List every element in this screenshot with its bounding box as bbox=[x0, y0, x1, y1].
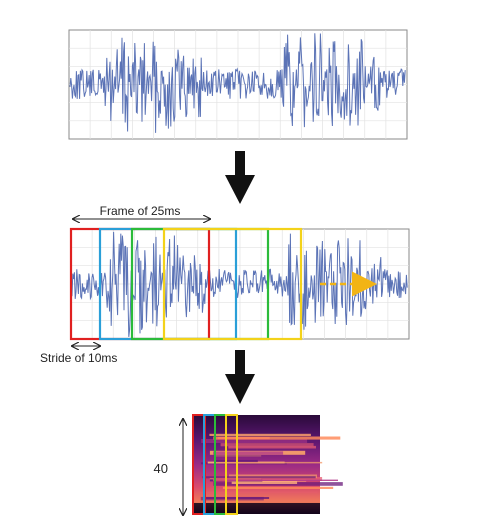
down-arrow-1 bbox=[225, 151, 255, 204]
spectrogram bbox=[192, 414, 343, 515]
waveform-panel-top bbox=[68, 29, 408, 140]
grid-top bbox=[69, 30, 407, 139]
frame-length-annotation: Frame of 25ms bbox=[73, 204, 210, 219]
spectrogram-bands bbox=[192, 433, 343, 514]
spectrogram-band bbox=[226, 479, 338, 481]
feature-count-label: 40 bbox=[154, 461, 168, 476]
spectrogram-band bbox=[213, 477, 323, 481]
waveform-middle bbox=[71, 231, 408, 337]
waveform-top bbox=[69, 33, 406, 133]
spectrogram-band bbox=[199, 491, 318, 493]
spectrogram-band bbox=[201, 439, 308, 443]
frame-label: Frame of 25ms bbox=[100, 204, 181, 218]
spectrogram-band bbox=[215, 455, 262, 457]
waveform-panel-framed bbox=[69, 227, 410, 341]
spectrogram-low-band bbox=[192, 503, 320, 514]
spectrogram-band bbox=[202, 476, 316, 479]
feature-dimension-annotation: 40 bbox=[154, 419, 183, 515]
down-arrow-2 bbox=[225, 350, 255, 404]
feature-column-yellow bbox=[225, 414, 238, 515]
spectrogram-band bbox=[215, 461, 323, 464]
frame-yellow bbox=[162, 227, 303, 341]
spectrogram-band bbox=[231, 480, 298, 484]
spectrogram-band bbox=[228, 445, 316, 449]
spectrogram-band bbox=[213, 436, 341, 440]
stride-annotation: Stride of 10ms bbox=[40, 346, 117, 365]
spectrogram-band bbox=[220, 443, 314, 447]
spectrogram-band bbox=[209, 433, 311, 436]
spectrogram-band bbox=[222, 486, 334, 489]
stride-label: Stride of 10ms bbox=[40, 351, 117, 365]
spectrogram-band bbox=[213, 451, 284, 455]
